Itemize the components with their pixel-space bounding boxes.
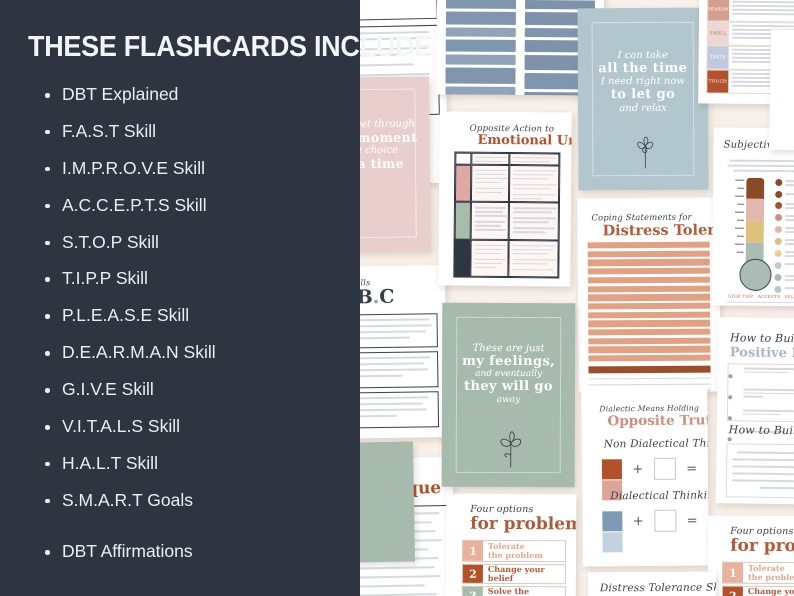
card-edge-sliver-left-mid <box>350 441 416 563</box>
sense-row: HEARING <box>707 0 794 23</box>
swatch-non-dialectical-b <box>653 457 676 480</box>
flashcard-include-item: H.A.L.T Skill <box>44 454 344 473</box>
card-green-affirmation-quote: These are just my feelings, and eventual… <box>441 302 576 488</box>
card-distress-tolerance-skill: Distress Tolerance Skill <box>587 571 717 596</box>
green-quote-text: These are just my feelings, and eventual… <box>462 342 556 405</box>
flashcards-include-list: DBT Explained F.A.S.T Skill I.M.P.R.O.V.E … <box>44 85 344 580</box>
page-title: THESE FLASHCARDS INCLUDE <box>28 31 432 63</box>
coping-statement-bar <box>587 285 710 293</box>
coping-statement-bar <box>587 241 710 249</box>
coping-statement-bar <box>587 250 710 258</box>
swatch-dialectical-b <box>654 509 677 532</box>
option-row: 2 Change your belief <box>461 563 566 585</box>
option-row: 1 Tolerate the problem <box>721 561 794 585</box>
coping-statement-bar <box>588 302 711 310</box>
card-opposite-action-emotional-urge: Opposite Action to Emotional Urge <box>438 111 572 287</box>
flower-icon <box>637 136 654 169</box>
flashcard-include-item: G.I.V.E Skill <box>44 381 344 399</box>
flashcard-include-item: S.M.A.R.T Goals <box>44 491 344 510</box>
coping-statement-bar <box>588 319 711 328</box>
flashcards-include-panel: THESE FLASHCARDS INCLUDE DBT Explained F.… <box>0 0 432 596</box>
swatch-dialectical-result <box>602 532 623 553</box>
coping-statement-bar <box>588 354 711 362</box>
card-how-to-build: How to Build Positive Experiences How to… <box>715 317 794 505</box>
coping-statement-bar <box>588 345 711 354</box>
flashcard-include-item: S.T.O.P Skill <box>44 233 344 252</box>
option-row: 3 Solve the problem <box>461 585 566 596</box>
card-edge-sliver-right-top <box>768 29 794 151</box>
coping-statement-bar <box>587 293 711 302</box>
flower-icon <box>500 431 522 468</box>
coping-statement-bar <box>587 267 710 275</box>
coping-statement-bar <box>588 337 711 345</box>
blue-quote-text: I can take all the time I need right now… <box>598 49 688 114</box>
coping-statement-bar <box>587 276 710 284</box>
swatch-non-dialectical-a <box>601 459 623 480</box>
flashcard-include-item: D.E.A.R.M.A.N Skill <box>44 344 344 362</box>
coping-statement-bar <box>587 258 710 267</box>
card-subjective-units-of-distress: Subjective Units of Distress <box>712 127 794 307</box>
swatch-dialectical-a <box>602 511 623 532</box>
flashcard-include-item: A.C.C.E.P.T.S Skill <box>44 196 344 215</box>
coping-statement-bar <box>588 311 711 319</box>
flashcard-include-item: DBT Explained <box>44 85 344 104</box>
card-four-options-for-problems-secondary: Four options for problems 1 Tolerate the … <box>707 515 794 596</box>
flashcard-include-item: T.I.P.P Skill <box>44 270 344 288</box>
card-four-options-for-problems: Four options for problems 1 Tolerate the … <box>445 493 577 596</box>
flashcard-include-item: F.A.S.T Skill <box>44 122 344 141</box>
card-coping-statements: Coping Statements for Distress Tolerance <box>577 197 721 393</box>
coping-statement-bars <box>577 198 719 362</box>
card-blue-affirmation-quote: I can take all the time I need right now… <box>577 7 709 191</box>
flashcard-include-item: P.L.E.A.S.E Skill <box>44 307 344 325</box>
option-row: 1 Tolerate the problem <box>461 539 567 563</box>
flashcard-include-item: DBT Affirmations <box>44 543 344 561</box>
card-opposite-truths: Dialectic Means Holding Opposite Truths … <box>581 385 709 567</box>
coping-statement-bar <box>588 328 711 336</box>
flashcard-include-item: I.M.P.R.O.V.E Skill <box>44 159 344 178</box>
flashcard-include-item: V.I.T.A.L.S Skill <box>44 418 344 436</box>
option-row: 2 Change your belief <box>721 585 794 596</box>
